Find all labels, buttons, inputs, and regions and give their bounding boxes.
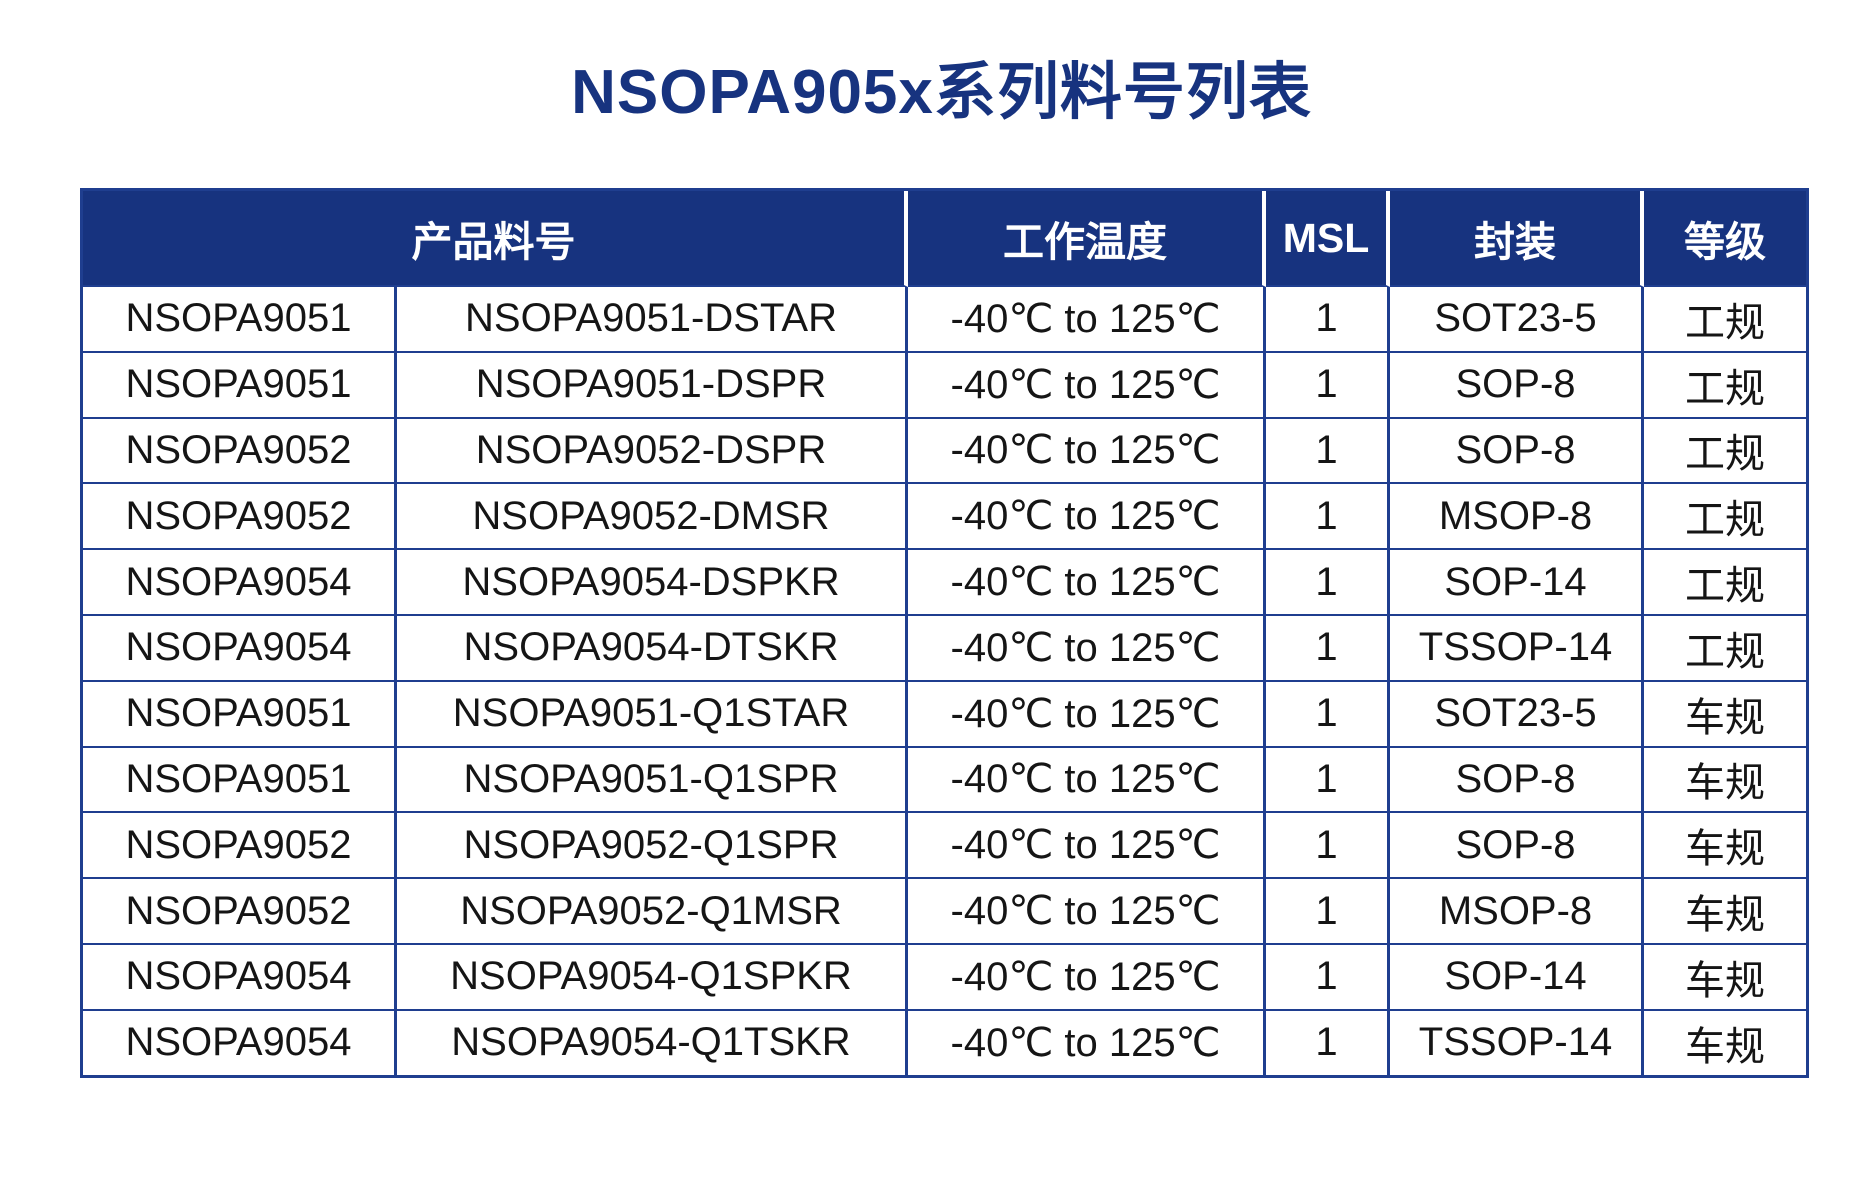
table-row: NSOPA9052 NSOPA9052-DSPR -40℃ to 125℃ 1 … <box>83 418 1806 485</box>
cell-grade: 车规 <box>1644 681 1806 748</box>
cell-package: SOT23-5 <box>1390 681 1644 748</box>
cell-part-family: NSOPA9054 <box>83 550 397 616</box>
table-row: NSOPA9052 NSOPA9052-Q1MSR -40℃ to 125℃ 1… <box>83 879 1806 945</box>
cell-package: MSOP-8 <box>1390 879 1644 945</box>
table-body: NSOPA9051 NSOPA9051-DSTAR -40℃ to 125℃ 1… <box>83 287 1806 1075</box>
table-row: NSOPA9051 NSOPA9051-Q1STAR -40℃ to 125℃ … <box>83 681 1806 748</box>
cell-grade: 车规 <box>1644 813 1806 880</box>
cell-msl: 1 <box>1266 879 1390 945</box>
column-header-package: 封装 <box>1390 191 1644 287</box>
cell-part-family: NSOPA9052 <box>83 879 397 945</box>
cell-part-number: NSOPA9054-DSPKR <box>397 550 908 616</box>
header-row: 产品料号 工作温度 MSL 封装 等级 <box>83 191 1806 287</box>
cell-operating-temp: -40℃ to 125℃ <box>908 1010 1266 1075</box>
cell-part-family: NSOPA9052 <box>83 484 397 551</box>
cell-operating-temp: -40℃ to 125℃ <box>908 681 1266 748</box>
cell-part-family: NSOPA9054 <box>83 615 397 682</box>
cell-msl: 1 <box>1266 418 1390 485</box>
cell-operating-temp: -40℃ to 125℃ <box>908 879 1266 945</box>
cell-grade: 车规 <box>1644 879 1806 945</box>
cell-grade: 车规 <box>1644 944 1806 1011</box>
cell-part-number: NSOPA9051-DSPR <box>397 352 908 419</box>
table-row: NSOPA9052 NSOPA9052-DMSR -40℃ to 125℃ 1 … <box>83 484 1806 551</box>
cell-msl: 1 <box>1266 681 1390 748</box>
cell-msl: 1 <box>1266 615 1390 682</box>
cell-part-family: NSOPA9052 <box>83 418 397 485</box>
table-row: NSOPA9054 NSOPA9054-Q1SPKR -40℃ to 125℃ … <box>83 944 1806 1011</box>
page-title: NSOPA905x系列料号列表 <box>571 58 1312 127</box>
table-row: NSOPA9054 NSOPA9054-DSPKR -40℃ to 125℃ 1… <box>83 550 1806 616</box>
cell-operating-temp: -40℃ to 125℃ <box>908 287 1266 353</box>
cell-operating-temp: -40℃ to 125℃ <box>908 747 1266 814</box>
cell-msl: 1 <box>1266 813 1390 880</box>
column-header-msl: MSL <box>1266 191 1390 287</box>
cell-part-number: NSOPA9051-DSTAR <box>397 287 908 353</box>
cell-msl: 1 <box>1266 944 1390 1011</box>
cell-part-number: NSOPA9051-Q1SPR <box>397 747 908 814</box>
cell-package: MSOP-8 <box>1390 484 1644 551</box>
cell-part-number: NSOPA9051-Q1STAR <box>397 681 908 748</box>
cell-part-number: NSOPA9054-Q1SPKR <box>397 944 908 1011</box>
cell-operating-temp: -40℃ to 125℃ <box>908 813 1266 880</box>
column-header-operating-temp: 工作温度 <box>908 191 1266 287</box>
cell-operating-temp: -40℃ to 125℃ <box>908 418 1266 485</box>
cell-part-number: NSOPA9052-Q1MSR <box>397 879 908 945</box>
cell-operating-temp: -40℃ to 125℃ <box>908 352 1266 419</box>
cell-part-number: NSOPA9052-DSPR <box>397 418 908 485</box>
cell-part-family: NSOPA9052 <box>83 813 397 880</box>
cell-part-number: NSOPA9054-Q1TSKR <box>397 1010 908 1075</box>
cell-msl: 1 <box>1266 1010 1390 1075</box>
cell-msl: 1 <box>1266 484 1390 551</box>
cell-part-family: NSOPA9051 <box>83 747 397 814</box>
table-row: NSOPA9051 NSOPA9051-DSTAR -40℃ to 125℃ 1… <box>83 287 1806 353</box>
table-row: NSOPA9052 NSOPA9052-Q1SPR -40℃ to 125℃ 1… <box>83 813 1806 880</box>
cell-operating-temp: -40℃ to 125℃ <box>908 944 1266 1011</box>
cell-package: SOP-14 <box>1390 550 1644 616</box>
cell-package: SOP-14 <box>1390 944 1644 1011</box>
cell-operating-temp: -40℃ to 125℃ <box>908 615 1266 682</box>
cell-msl: 1 <box>1266 352 1390 419</box>
cell-part-number: NSOPA9052-Q1SPR <box>397 813 908 880</box>
cell-part-family: NSOPA9051 <box>83 681 397 748</box>
cell-package: SOP-8 <box>1390 352 1644 419</box>
cell-package: SOT23-5 <box>1390 287 1644 353</box>
cell-msl: 1 <box>1266 550 1390 616</box>
cell-grade: 工规 <box>1644 287 1806 353</box>
parts-table: 产品料号 工作温度 MSL 封装 等级 NSOPA9051 NSOPA9051-… <box>80 188 1809 1078</box>
cell-grade: 工规 <box>1644 484 1806 551</box>
table-row: NSOPA9054 NSOPA9054-Q1TSKR -40℃ to 125℃ … <box>83 1010 1806 1075</box>
cell-part-number: NSOPA9054-DTSKR <box>397 615 908 682</box>
column-header-grade: 等级 <box>1644 191 1806 287</box>
cell-part-family: NSOPA9054 <box>83 944 397 1011</box>
column-header-part-number: 产品料号 <box>83 191 908 287</box>
cell-grade: 车规 <box>1644 1010 1806 1075</box>
cell-msl: 1 <box>1266 287 1390 353</box>
cell-operating-temp: -40℃ to 125℃ <box>908 484 1266 551</box>
cell-operating-temp: -40℃ to 125℃ <box>908 550 1266 616</box>
table-row: NSOPA9051 NSOPA9051-Q1SPR -40℃ to 125℃ 1… <box>83 747 1806 814</box>
cell-package: SOP-8 <box>1390 418 1644 485</box>
cell-grade: 工规 <box>1644 615 1806 682</box>
cell-part-family: NSOPA9054 <box>83 1010 397 1075</box>
cell-package: SOP-8 <box>1390 813 1644 880</box>
cell-grade: 工规 <box>1644 352 1806 419</box>
cell-grade: 工规 <box>1644 418 1806 485</box>
cell-part-family: NSOPA9051 <box>83 287 397 353</box>
table-row: NSOPA9051 NSOPA9051-DSPR -40℃ to 125℃ 1 … <box>83 352 1806 419</box>
cell-msl: 1 <box>1266 747 1390 814</box>
cell-package: TSSOP-14 <box>1390 1010 1644 1075</box>
cell-part-number: NSOPA9052-DMSR <box>397 484 908 551</box>
cell-package: SOP-8 <box>1390 747 1644 814</box>
table-row: NSOPA9054 NSOPA9054-DTSKR -40℃ to 125℃ 1… <box>83 615 1806 682</box>
cell-part-family: NSOPA9051 <box>83 352 397 419</box>
cell-grade: 工规 <box>1644 550 1806 616</box>
cell-grade: 车规 <box>1644 747 1806 814</box>
cell-package: TSSOP-14 <box>1390 615 1644 682</box>
